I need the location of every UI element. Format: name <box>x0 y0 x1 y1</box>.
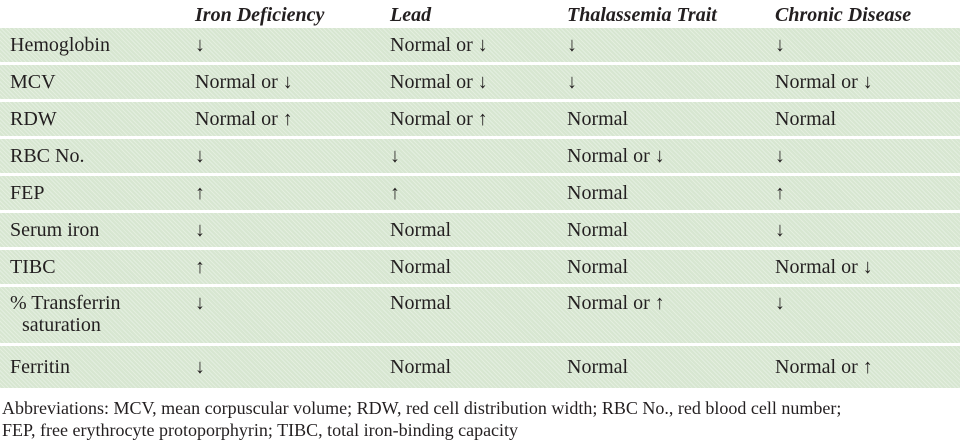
cell-value: ↓ <box>195 218 205 241</box>
cell-value: Normal <box>775 107 837 130</box>
table-row: TIBC ↑ Normal Normal Normal or ↓ <box>0 250 960 284</box>
cell-value: Normal or ↓ <box>775 70 873 93</box>
table-row: Ferritin ↓ Normal Normal Normal or ↑ <box>0 346 960 388</box>
cell-value: ↑ <box>390 181 400 204</box>
cell-value: ↓ <box>567 70 577 93</box>
cell-value: ↓ <box>567 33 577 56</box>
cell-value: Normal or ↓ <box>567 144 665 167</box>
cell-value: Normal <box>567 355 629 378</box>
cell-value: Normal <box>390 255 452 278</box>
row-label: MCV <box>10 71 56 93</box>
table-row: RBC No. ↓ ↓ Normal or ↓ ↓ <box>0 139 960 173</box>
cell-value: ↑ <box>195 255 205 278</box>
cell-value: Normal or ↑ <box>775 355 873 378</box>
cell-value: Normal or ↑ <box>390 107 488 130</box>
cell-value: Normal or ↓ <box>775 255 873 278</box>
table-body: Hemoglobin ↓ Normal or ↓ ↓ ↓ MCV Normal or ↓ No… <box>0 28 960 388</box>
row-label: FEP <box>10 182 45 204</box>
row-label: RDW <box>10 108 57 130</box>
cell-value: Normal <box>390 355 452 378</box>
column-header-iron-deficiency: Iron Deficiency <box>195 4 325 26</box>
cell-value: Normal or ↑ <box>195 107 293 130</box>
cell-value: Normal <box>567 218 629 241</box>
cell-value: Normal <box>390 218 452 241</box>
footnote-line: Abbreviations: MCV, mean corpuscular vol… <box>2 398 842 418</box>
cell-value: ↓ <box>195 355 205 378</box>
cell-value: ↓ <box>775 292 785 314</box>
cell-value: ↓ <box>195 144 205 167</box>
cell-value: Normal or ↓ <box>390 33 488 56</box>
cell-value: ↓ <box>390 144 400 167</box>
row-label-column-header <box>0 13 185 15</box>
cell-value: ↑ <box>195 181 205 204</box>
footnote-line: FEP, free erythrocyte protoporphyrin; TI… <box>2 420 519 440</box>
cell-value: Normal or ↑ <box>567 292 665 314</box>
table-row: Serum iron ↓ Normal Normal ↓ <box>0 213 960 247</box>
table-header-row: Iron Deficiency Lead Thalassemia Trait C… <box>0 0 960 28</box>
cell-value: ↑ <box>775 181 785 204</box>
cell-value: ↓ <box>195 292 205 314</box>
cell-value: Normal <box>390 292 452 314</box>
cell-value: Normal <box>567 255 629 278</box>
column-header-thalassemia-trait: Thalassemia Trait <box>567 4 717 26</box>
cell-value: ↓ <box>775 218 785 241</box>
cell-value: Normal <box>567 181 629 204</box>
row-label: Serum iron <box>10 219 100 241</box>
cell-value: Normal <box>567 107 629 130</box>
cell-value: ↓ <box>195 33 205 56</box>
cell-value: Normal or ↓ <box>195 70 293 93</box>
row-label: Ferritin <box>10 356 70 378</box>
table-row: RDW Normal or ↑ Normal or ↑ Normal Normal <box>0 102 960 136</box>
table-row: FEP ↑ ↑ Normal ↑ <box>0 176 960 210</box>
table-row: % Transferrin saturation ↓ Normal Normal or… <box>0 287 960 343</box>
row-label: % Transferrin saturation <box>10 292 121 336</box>
cell-value: ↓ <box>775 33 785 56</box>
cell-value: ↓ <box>775 144 785 167</box>
row-label: TIBC <box>10 256 56 278</box>
table-row: Hemoglobin ↓ Normal or ↓ ↓ ↓ <box>0 28 960 62</box>
column-header-lead: Lead <box>390 4 432 26</box>
column-header-chronic-disease: Chronic Disease <box>775 4 912 26</box>
row-label: Hemoglobin <box>10 34 110 56</box>
abbreviations-footnote: Abbreviations: MCV, mean corpuscular vol… <box>0 388 960 441</box>
row-label: RBC No. <box>10 145 85 167</box>
cell-value: Normal or ↓ <box>390 70 488 93</box>
table-row: MCV Normal or ↓ Normal or ↓ ↓ Normal or ↓ <box>0 65 960 99</box>
